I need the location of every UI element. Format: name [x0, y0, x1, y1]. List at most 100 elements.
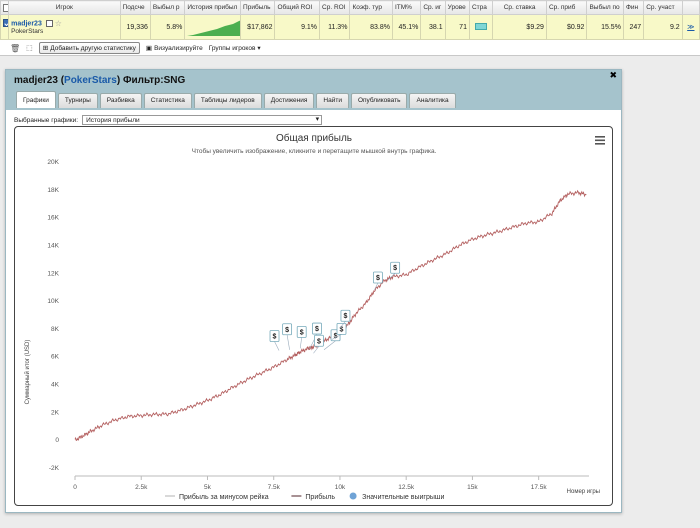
fin-cell: 247 [622, 14, 645, 40]
y-tick-label: 16K [47, 215, 59, 222]
col-header-avg-players[interactable]: Ср. иг [420, 0, 446, 15]
add-stat-icon: ⊞ [42, 45, 49, 52]
legend-item-label: Прибыль [305, 493, 335, 501]
avg-stake-cell: $9.29 [492, 14, 547, 40]
y-tick-label: 6K [51, 354, 60, 361]
profit-cell: $17,862 [240, 14, 276, 40]
legend-item-label: Значительные выигрыши [362, 494, 444, 501]
x-tick-label: 17.5k [531, 484, 548, 491]
chart-svg[interactable]: Общая прибыль Чтобы увеличить изображени… [15, 127, 614, 507]
tab-leaderboards[interactable]: Таблицы лидеров [193, 93, 262, 108]
marker-badge [314, 334, 324, 347]
tab-tournaments[interactable]: Турниры [57, 93, 98, 108]
marker-stem [286, 334, 290, 350]
window-room-link[interactable]: PokerStars [64, 75, 117, 86]
col-header-count[interactable]: Подсче [119, 0, 151, 15]
table-row[interactable]: madjer23 ☆ PokerStars 19,336 5.8% $17,86… [0, 14, 700, 40]
visualize-label: Визуализируйте [154, 44, 203, 52]
marker-label: $ [340, 326, 344, 333]
room-name: PokerStars [11, 28, 44, 35]
col-header-bubble[interactable]: Выбыл по [586, 0, 624, 15]
col-header-total-roi[interactable]: Общий ROI [274, 0, 321, 15]
select-all-checkbox[interactable] [3, 3, 8, 12]
col-header-coef[interactable]: Коэф. тур [349, 0, 393, 15]
row-select-cell[interactable] [0, 14, 10, 40]
star-icon[interactable]: ☆ [54, 19, 62, 28]
tab-analytics[interactable]: Аналитика [409, 93, 456, 108]
visualize-link[interactable]: ▣ Визуализируйте [145, 44, 203, 53]
marker-stem [339, 321, 346, 329]
y-tick-label: 12K [47, 270, 59, 277]
series-layer [74, 189, 587, 441]
x-tick-label: 7.5k [268, 484, 281, 491]
col-header-player[interactable]: Игрок [8, 0, 121, 15]
avg-entrants-cell: 9.2 [643, 14, 683, 40]
player-cell: madjer23 ☆ PokerStars [8, 14, 121, 40]
marker-stem [323, 340, 336, 351]
chevron-down-icon: ▾ [257, 45, 261, 52]
row-checkbox[interactable] [3, 19, 8, 27]
bubble-cell: 15.5% [586, 14, 624, 40]
player-window: madjer23 (PokerStars) Фильтр:SNG ✖ Графи… [5, 69, 622, 513]
window-title: madjer23 (PokerStars) Фильтр:SNG [14, 75, 186, 86]
marker-stem [331, 334, 342, 340]
x-tick-label: 2.5k [135, 484, 148, 491]
col-header-strategy[interactable]: Стра [468, 0, 494, 15]
tick-layer: -2K 0 2K 4K 6K 8K 10K 12K 14K 16K 18K 20K 0 2.5k 5k 7.5… [47, 159, 589, 491]
tab-breakdown[interactable]: Разбивка [99, 93, 142, 108]
col-header-early-exit[interactable]: Выбыл р [149, 0, 186, 15]
col-header-profit[interactable]: Прибыль [240, 0, 276, 15]
avg-profit-cell: $0.92 [545, 14, 588, 40]
profit-chart[interactable]: Общая прибыль Чтобы увеличить изображени… [14, 126, 613, 506]
lock-icon[interactable]: ⬚ [26, 45, 33, 52]
notes-icon[interactable] [45, 20, 53, 27]
window-tabs: Графики Турниры Разбивка Статистика Табл… [16, 91, 456, 108]
col-header-itm[interactable]: ITM% [391, 0, 422, 15]
marker-badge [372, 271, 383, 284]
row-link-cell[interactable]: ≫ [681, 14, 700, 40]
chart-select[interactable]: История прибыли [82, 115, 323, 125]
stats-toolbar: 🗑 ⬚ ⊞ Добавить другую статистику ▣ Визуа… [0, 41, 700, 55]
legend-item-label: Прибыль за минусом рейка [179, 493, 269, 501]
marker-label: $ [273, 333, 277, 340]
level-cell: 71 [444, 14, 470, 40]
tab-find[interactable]: Найти [316, 93, 349, 108]
marker-badge [336, 322, 347, 335]
col-header-avg-profit[interactable]: Ср. приб [545, 0, 588, 15]
marker-label: $ [300, 329, 304, 336]
col-header-avg-entrants[interactable]: Ср. участ [643, 0, 683, 15]
chart-subtitle: Чтобы увеличить изображение, кликните и … [192, 147, 437, 155]
x-tick-label: 12.5k [398, 484, 415, 491]
tab-charts[interactable]: Графики [16, 91, 56, 108]
tab-publish[interactable]: Опубликовать [350, 93, 408, 108]
player-name-link[interactable]: madjer23 [11, 20, 42, 28]
marker-badge [282, 323, 293, 336]
y-tick-label: 20K [47, 159, 59, 166]
add-stat-label: Добавить другую статистику [50, 44, 136, 52]
marker-badge [312, 322, 322, 335]
marker-label: $ [334, 333, 338, 340]
total-roi-cell: 9.1% [274, 14, 321, 40]
image-icon: ▣ [145, 45, 153, 52]
col-header-level[interactable]: Урове [444, 0, 470, 15]
player-groups-dropdown[interactable]: Группы игроков ▾ [209, 44, 261, 53]
marker-badge [390, 261, 401, 274]
trash-icon[interactable]: 🗑 [10, 43, 21, 53]
row-link[interactable]: ≫ [687, 24, 695, 31]
stats-panel: Игрок Подсче Выбыл р История прибыл Приб… [0, 0, 700, 56]
y-axis-label: Суммарный итог (USD) [24, 340, 31, 405]
marker-stem [387, 273, 396, 281]
x-axis-label: Номер игры [567, 489, 600, 495]
col-header-extra [681, 0, 700, 15]
col-header-profit-history[interactable]: История прибыл [184, 0, 242, 15]
tab-achievements[interactable]: Достижения [263, 93, 315, 108]
chart-menu-icon[interactable] [595, 136, 605, 145]
select-all-header[interactable] [0, 0, 10, 15]
col-header-avg-stake[interactable]: Ср. ставка [492, 0, 547, 15]
col-header-avg-roi[interactable]: Ср. ROI [319, 0, 351, 15]
x-tick-label: 5k [204, 484, 212, 491]
col-header-fin[interactable]: Фин [622, 0, 645, 15]
tab-statistics[interactable]: Статистика [143, 93, 192, 108]
add-stat-button[interactable]: ⊞ Добавить другую статистику [38, 42, 140, 54]
close-icon[interactable]: ✖ [609, 70, 617, 80]
